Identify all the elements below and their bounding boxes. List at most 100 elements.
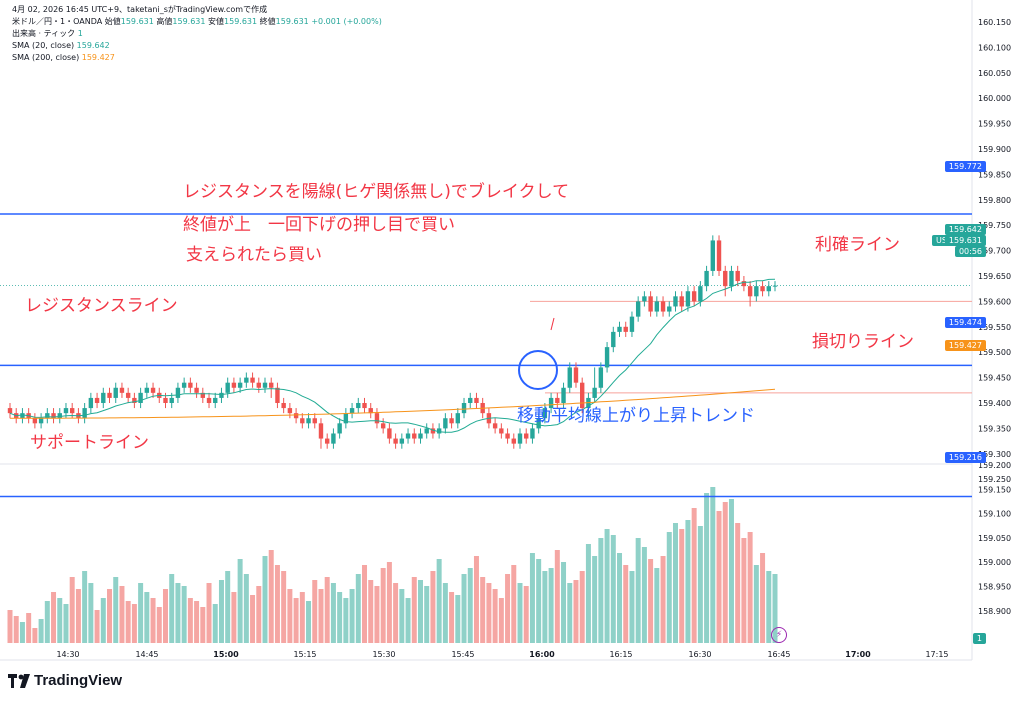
candle-body[interactable] (430, 428, 436, 434)
candle-body[interactable] (492, 423, 498, 429)
candle-body[interactable] (623, 326, 628, 332)
candle-body[interactable] (57, 413, 62, 419)
candle-body[interactable] (766, 286, 771, 292)
candle-body[interactable] (505, 433, 510, 439)
candle-body[interactable] (262, 382, 268, 388)
price-tag-resistance-top[interactable]: 159.772 (944, 161, 986, 172)
candle-body[interactable] (598, 367, 604, 388)
candle-body[interactable] (300, 418, 305, 424)
candle-body[interactable] (412, 433, 417, 439)
header-line-2[interactable]: 米ドル／円・1・OANDA 始値159.631 高値159.631 安値159.… (12, 17, 382, 27)
candle-body[interactable] (747, 286, 753, 297)
candle-body[interactable] (324, 438, 330, 444)
candle-body[interactable] (530, 428, 535, 439)
candle-body[interactable] (82, 408, 87, 419)
candle-body[interactable] (163, 397, 168, 403)
candle-body[interactable] (399, 438, 405, 444)
candle-body[interactable] (685, 291, 691, 307)
candle-body[interactable] (368, 408, 373, 414)
candle-body[interactable] (393, 438, 398, 444)
sma200-legend[interactable]: SMA (200, close) 159.427 (12, 53, 115, 63)
candle-body[interactable] (760, 286, 765, 292)
candle-body[interactable] (542, 408, 548, 419)
candle-body[interactable] (704, 270, 709, 287)
candle-body[interactable] (499, 428, 504, 434)
candle-body[interactable] (269, 382, 274, 388)
candle-body[interactable] (698, 286, 703, 302)
candle-body[interactable] (293, 413, 299, 419)
candle-body[interactable] (710, 240, 716, 271)
candle-body[interactable] (175, 387, 181, 398)
price-axis[interactable]: 160.150 160.100 160.050 160.000 159.950 159.9… (978, 18, 1011, 616)
candle-body[interactable] (119, 387, 125, 393)
candle-body[interactable] (679, 296, 684, 307)
candle-body[interactable] (107, 392, 112, 398)
candle-body[interactable] (468, 397, 473, 403)
candle-body[interactable] (461, 403, 467, 414)
candle-body[interactable] (343, 413, 349, 424)
candle-body[interactable] (206, 397, 212, 403)
lightning-icon[interactable]: ⚡ (771, 627, 787, 643)
candle-body[interactable] (362, 403, 367, 409)
candle-body[interactable] (51, 413, 56, 419)
volume-legend[interactable]: 出来高 · ティック 1 (12, 29, 83, 39)
candle-body[interactable] (660, 301, 666, 312)
candle-body[interactable] (45, 413, 50, 419)
candle-body[interactable] (138, 392, 143, 403)
horizontal-lines[interactable] (0, 213, 972, 498)
candle-body[interactable] (474, 397, 479, 403)
candle-body[interactable] (455, 413, 461, 424)
candle-body[interactable] (673, 296, 678, 307)
candle-body[interactable] (188, 382, 193, 388)
candle-body[interactable] (213, 397, 218, 403)
candle-body[interactable] (69, 408, 75, 414)
candle-body[interactable] (244, 377, 249, 383)
sma20-legend[interactable]: SMA (20, close) 159.642 (12, 41, 110, 51)
time-axis[interactable]: 14:30 14:45 15:00 15:15 15:30 15:45 16:00 16:15… (56, 650, 948, 659)
candle-body[interactable] (250, 377, 255, 383)
price-tag-sma20[interactable]: 159.642 (944, 224, 986, 235)
candle-body[interactable] (231, 382, 237, 388)
candle-body[interactable] (511, 438, 516, 444)
candle-body[interactable] (287, 408, 293, 414)
candle-body[interactable] (169, 397, 174, 403)
candle-body[interactable] (281, 403, 286, 409)
candle-body[interactable] (436, 428, 442, 434)
candle-body[interactable] (306, 418, 311, 424)
candle-body[interactable] (20, 413, 25, 419)
candle-body[interactable] (691, 291, 697, 302)
candle-body[interactable] (349, 408, 355, 414)
candle-body[interactable] (424, 428, 429, 434)
candle-body[interactable] (132, 397, 137, 403)
candle-body[interactable] (611, 331, 616, 348)
candle-body[interactable] (654, 301, 660, 312)
candle-body[interactable] (642, 296, 647, 302)
candle-body[interactable] (125, 392, 131, 398)
price-tag-last[interactable]: 159.631 (944, 235, 986, 246)
candle-body[interactable] (144, 387, 150, 393)
candle-body[interactable] (741, 281, 747, 287)
candle-body[interactable] (387, 428, 392, 439)
candle-body[interactable] (443, 418, 448, 429)
candle-body[interactable] (101, 392, 106, 403)
candle-body[interactable] (194, 387, 199, 393)
candlesticks[interactable] (7, 235, 778, 449)
candle-body[interactable] (716, 240, 722, 271)
candle-body[interactable] (331, 433, 336, 444)
candle-body[interactable] (225, 382, 230, 393)
candle-body[interactable] (667, 306, 672, 312)
symbol-label[interactable]: 米ドル／円・1・OANDA (12, 17, 103, 26)
candle-body[interactable] (579, 382, 585, 409)
price-tag-resistance[interactable]: 159.474 (944, 317, 986, 328)
price-tag-support[interactable]: 159.216 (944, 452, 986, 463)
candle-body[interactable] (729, 270, 734, 287)
candle-body[interactable] (374, 413, 380, 424)
candle-body[interactable] (63, 408, 69, 414)
candle-body[interactable] (418, 433, 423, 439)
candle-body[interactable] (200, 392, 206, 398)
candle-body[interactable] (113, 387, 118, 398)
candle-body[interactable] (561, 387, 566, 403)
candle-body[interactable] (635, 301, 641, 317)
candle-body[interactable] (380, 423, 386, 429)
